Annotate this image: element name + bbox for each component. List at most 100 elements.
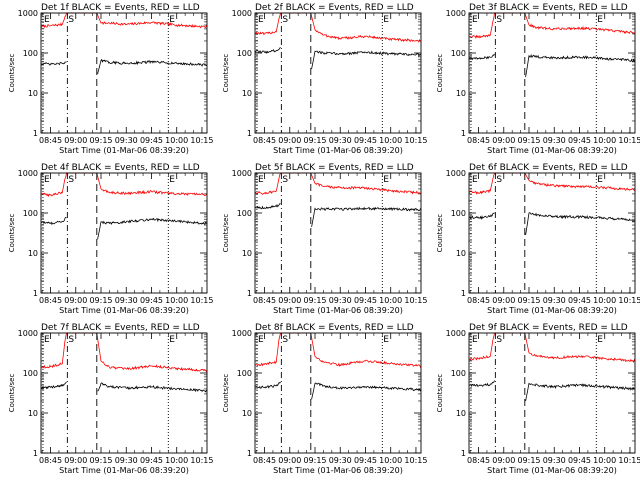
x-tick-label: 09:00 (492, 136, 515, 145)
chart-panel-3: Det 3f BLACK = Events, RED = LLD Counts/s… (436, 3, 640, 155)
y-axis-label: Counts/sec (436, 54, 444, 93)
x-tick-label: 10:15 (618, 136, 640, 145)
chart-title: Det 6f BLACK = Events, RED = LLD (469, 163, 628, 173)
chart-panel-9: Det 9f BLACK = Events, RED = LLD Counts/s… (436, 323, 640, 475)
x-axis-label: Start Time (01-Mar-06 08:39:20) (487, 306, 617, 315)
events-series-line (469, 380, 635, 402)
x-tick-label: 08:45 (39, 296, 62, 305)
x-tick-label: 10:00 (379, 136, 402, 145)
x-tick-label: 10:00 (593, 296, 616, 305)
lld-series-line (254, 172, 422, 195)
marker-label: E (383, 15, 389, 25)
lld-series-line (255, 332, 422, 368)
events-series-line (255, 381, 422, 400)
marker-label: S (282, 175, 288, 185)
x-tick-label: 09:15 (517, 296, 540, 305)
x-tick-label: 08:45 (253, 456, 276, 465)
y-axis-label: Counts/sec (436, 374, 444, 413)
x-tick-label: 08:45 (253, 136, 276, 145)
y-tick-label: 1000 (232, 9, 252, 18)
marker-label: S (282, 15, 288, 25)
y-tick-label: 100 (451, 209, 466, 218)
y-tick-label: 100 (237, 49, 252, 58)
plot-frame (468, 12, 636, 134)
y-axis-label: Counts/sec (222, 54, 230, 93)
plot-frame (254, 332, 422, 454)
y-tick-label: 1 (247, 129, 252, 138)
y-axis-label: Counts/sec (8, 214, 16, 253)
marker-label: E (44, 335, 50, 345)
x-axis-label: Start Time (01-Mar-06 08:39:20) (273, 306, 403, 315)
x-axis-label: Start Time (01-Mar-06 08:39:20) (487, 466, 617, 475)
x-tick-label: 09:30 (115, 136, 138, 145)
lld-series-line (41, 332, 208, 373)
x-tick-label: 10:00 (593, 136, 616, 145)
y-tick-label: 1000 (446, 169, 466, 178)
y-tick-label: 1 (247, 289, 252, 298)
x-tick-label: 09:00 (492, 296, 515, 305)
y-axis-label: Counts/sec (8, 374, 16, 413)
y-tick-label: 1 (33, 289, 38, 298)
plot-frame (40, 332, 208, 454)
y-axis-label: Counts/sec (436, 214, 444, 253)
y-tick-label: 100 (23, 369, 38, 378)
marker-label: S (68, 335, 74, 345)
events-series-line (40, 216, 207, 240)
lld-series-line (468, 332, 636, 363)
lld-series-line (40, 172, 208, 198)
x-axis-label: Start Time (01-Mar-06 08:39:20) (273, 146, 403, 155)
marker-label: S (496, 175, 502, 185)
x-tick-label: 09:30 (115, 456, 138, 465)
chart-title: Det 7f BLACK = Events, RED = LLD (41, 323, 200, 333)
chart-panel-4: Det 4f BLACK = Events, RED = LLD Counts/s… (8, 163, 213, 315)
x-tick-label: 09:15 (89, 456, 112, 465)
marker-label: E (383, 175, 389, 185)
plot-frame (468, 172, 636, 294)
marker-label: E (597, 335, 603, 345)
x-tick-label: 09:30 (329, 136, 352, 145)
x-tick-label: 08:45 (467, 136, 490, 145)
x-tick-label: 10:00 (165, 136, 188, 145)
x-tick-label: 09:15 (303, 136, 326, 145)
y-tick-label: 10 (456, 89, 466, 98)
events-series-line (41, 381, 208, 393)
y-axis-label: Counts/sec (222, 214, 230, 253)
y-tick-label: 1000 (18, 9, 38, 18)
x-tick-label: 09:00 (278, 296, 301, 305)
chart-panel-8: Det 8f BLACK = Events, RED = LLD Counts/s… (222, 323, 427, 475)
x-tick-label: 10:15 (404, 136, 427, 145)
x-tick-label: 09:30 (543, 296, 566, 305)
marker-label: S (496, 15, 502, 25)
y-tick-label: 100 (451, 49, 466, 58)
lld-series-line (254, 12, 421, 43)
marker-label: E (472, 175, 478, 185)
plot-frame (468, 332, 636, 454)
x-tick-label: 09:00 (492, 456, 515, 465)
x-tick-label: 09:45 (568, 296, 591, 305)
events-series-line (254, 46, 422, 69)
marker-label: S (282, 335, 288, 345)
chart-title: Det 3f BLACK = Events, RED = LLD (469, 3, 628, 13)
y-tick-label: 1000 (232, 169, 252, 178)
x-axis-label: Start Time (01-Mar-06 08:39:20) (59, 306, 189, 315)
marker-label: E (597, 175, 603, 185)
x-tick-label: 09:45 (140, 456, 163, 465)
y-tick-label: 1000 (446, 329, 466, 338)
y-tick-label: 100 (23, 49, 38, 58)
events-series-line (40, 58, 208, 75)
chart-title: Det 5f BLACK = Events, RED = LLD (255, 163, 414, 173)
x-tick-label: 10:15 (190, 136, 213, 145)
events-series-line (254, 203, 422, 227)
x-tick-label: 10:00 (165, 296, 188, 305)
x-tick-label: 09:45 (354, 136, 377, 145)
x-axis-label: Start Time (01-Mar-06 08:39:20) (59, 146, 189, 155)
y-tick-label: 1 (461, 289, 466, 298)
y-tick-label: 1000 (18, 169, 38, 178)
x-tick-label: 09:00 (278, 136, 301, 145)
x-tick-label: 09:45 (568, 136, 591, 145)
x-tick-label: 09:30 (543, 136, 566, 145)
y-tick-label: 10 (242, 89, 252, 98)
x-tick-label: 08:45 (467, 456, 490, 465)
x-tick-label: 09:30 (329, 296, 352, 305)
x-axis-label: Start Time (01-Mar-06 08:39:20) (487, 146, 617, 155)
